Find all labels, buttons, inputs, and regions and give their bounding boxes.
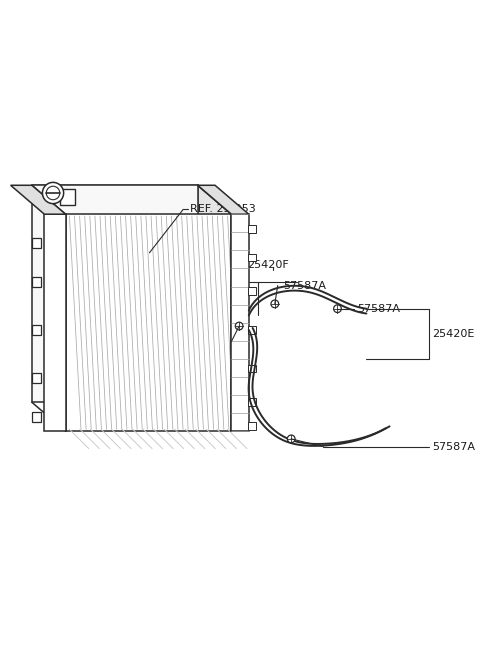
FancyBboxPatch shape — [60, 189, 75, 204]
Polygon shape — [198, 185, 231, 431]
Text: 57587A: 57587A — [357, 304, 400, 314]
Text: REF. 25-253: REF. 25-253 — [190, 204, 256, 214]
Polygon shape — [32, 185, 231, 214]
Circle shape — [235, 322, 243, 330]
Text: 57587A: 57587A — [172, 337, 215, 346]
Polygon shape — [66, 214, 231, 431]
Text: 57587A: 57587A — [284, 280, 326, 291]
Circle shape — [271, 300, 279, 308]
Text: 57587A: 57587A — [432, 441, 475, 451]
FancyBboxPatch shape — [32, 277, 41, 286]
Polygon shape — [198, 185, 249, 214]
FancyBboxPatch shape — [248, 398, 255, 406]
FancyBboxPatch shape — [248, 288, 255, 295]
Polygon shape — [11, 185, 66, 214]
FancyBboxPatch shape — [248, 253, 255, 261]
Polygon shape — [44, 214, 66, 431]
FancyBboxPatch shape — [32, 373, 41, 383]
Polygon shape — [231, 214, 249, 431]
Circle shape — [334, 305, 341, 312]
Text: 25420F: 25420F — [247, 260, 289, 271]
FancyBboxPatch shape — [32, 238, 41, 248]
FancyBboxPatch shape — [248, 225, 255, 233]
FancyBboxPatch shape — [248, 422, 255, 430]
FancyBboxPatch shape — [248, 326, 255, 334]
FancyBboxPatch shape — [32, 325, 41, 335]
Polygon shape — [32, 185, 198, 402]
Circle shape — [288, 435, 295, 443]
FancyBboxPatch shape — [32, 412, 41, 422]
Circle shape — [46, 186, 60, 200]
Circle shape — [42, 182, 64, 204]
FancyBboxPatch shape — [248, 365, 255, 372]
Text: 25420E: 25420E — [432, 329, 474, 339]
